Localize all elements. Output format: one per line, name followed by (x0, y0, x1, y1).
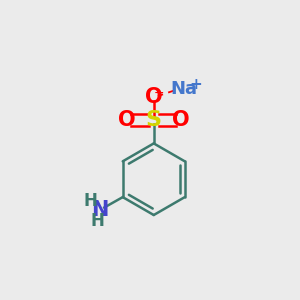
Text: Na: Na (170, 80, 197, 98)
Text: −: − (154, 87, 164, 100)
Text: S: S (146, 110, 162, 130)
Text: O: O (172, 110, 189, 130)
Text: H: H (90, 212, 104, 230)
Text: O: O (118, 110, 136, 130)
Text: +: + (189, 76, 202, 92)
Text: O: O (145, 87, 163, 107)
Text: H: H (83, 192, 97, 210)
Text: N: N (91, 200, 108, 220)
